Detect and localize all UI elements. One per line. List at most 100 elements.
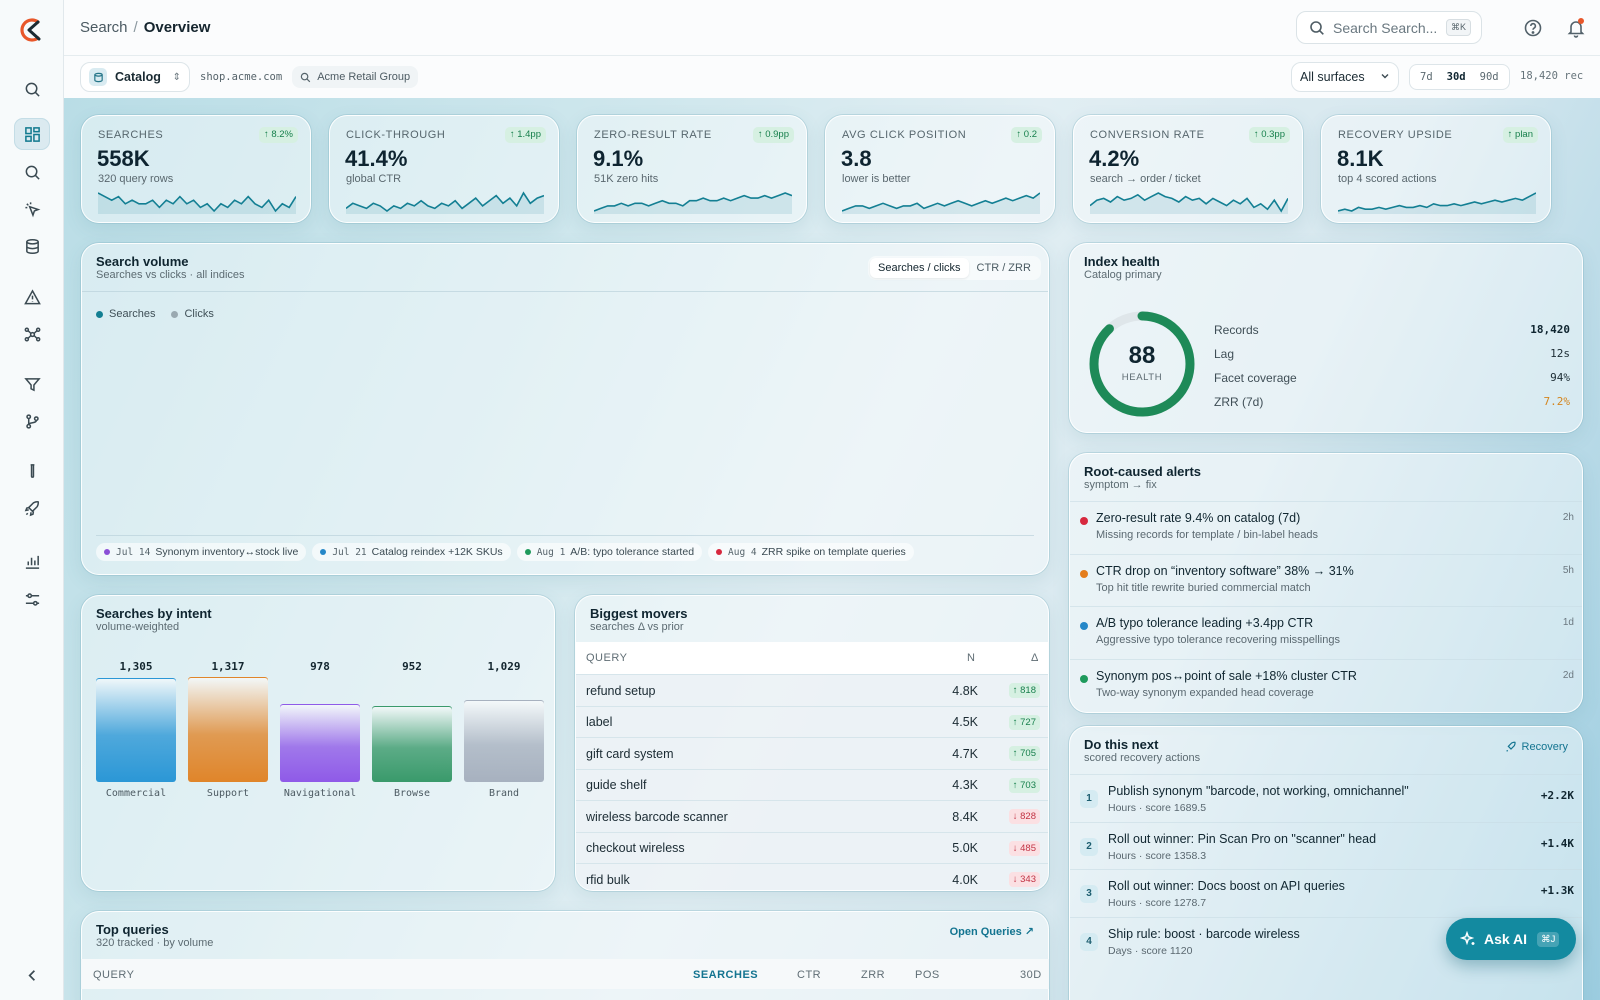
col-zrr[interactable]: ZRR — [861, 969, 886, 981]
action-meta: Hours · score 1689.5 — [1108, 802, 1207, 814]
intent-bar[interactable] — [464, 699, 544, 782]
sparkline-area — [1338, 193, 1536, 214]
alert-age: 2h — [1562, 512, 1574, 523]
alert-item[interactable]: Zero-result rate 9.4% on catalog (7d) Mis… — [1070, 501, 1582, 553]
col-delta: Δ — [1031, 652, 1039, 664]
alert-item[interactable]: A/B typo tolerance leading +3.4pp CTR Agg… — [1070, 606, 1582, 658]
query-text: gift card system — [586, 746, 674, 761]
index-selector[interactable]: Catalog ⇕ — [80, 62, 190, 92]
collapse-sidebar-icon[interactable] — [14, 959, 50, 991]
kpi-card[interactable]: RECOVERY UPSIDE ↑ plan 8.1K top 4 scored ac… — [1321, 115, 1551, 223]
intent-title: Searches by intent — [96, 606, 212, 621]
table-row[interactable]: label 4.5K ↑ 727 — [576, 705, 1048, 738]
nav-analytics-icon[interactable] — [14, 545, 50, 577]
sparkline-area — [346, 193, 544, 214]
nav-settings-sliders-icon[interactable] — [14, 583, 50, 615]
open-queries-link[interactable]: Open Queries ↗ — [949, 926, 1034, 938]
col-ctr[interactable]: CTR — [797, 969, 822, 981]
search-volume-subtitle: Searches vs clicks · all indices — [96, 269, 245, 281]
intent-value-label: 952 — [402, 660, 422, 673]
volume-legend: Searches Clicks — [96, 308, 214, 320]
ask-ai-button[interactable]: Ask AI ⌘J — [1446, 918, 1576, 960]
nav-search-icon[interactable] — [14, 73, 50, 105]
range-30d[interactable]: 30d — [1446, 71, 1466, 83]
table-row[interactable]: wireless barcode scanner 8.4K ↓ 828 — [576, 800, 1048, 832]
toggle-ctr-zrr[interactable]: CTR / ZRR — [976, 262, 1031, 274]
notification-dot — [1578, 18, 1584, 24]
help-icon[interactable] — [1522, 17, 1544, 39]
query-text: checkout wireless — [586, 841, 685, 855]
surface-select[interactable]: All surfaces — [1291, 62, 1399, 92]
intent-bar[interactable] — [372, 705, 452, 782]
table-row[interactable]: gift card system 4.7K ↑ 705 — [576, 737, 1048, 769]
action-item[interactable]: 3 Roll out winner: Docs boost on API quer… — [1070, 869, 1582, 917]
event-annotation[interactable]: Aug 1 A/B: typo tolerance started — [516, 543, 703, 561]
nav-rocket-icon[interactable] — [14, 492, 50, 524]
action-item[interactable]: 4 Ship rule: boost · barcode wireless Days… — [1070, 916, 1582, 965]
kpi-subtitle: search → order / ticket — [1090, 173, 1201, 185]
kpi-card[interactable]: CONVERSION RATE ↑ 0.3pp 4.2% search → order… — [1073, 115, 1303, 223]
movers-header: QUERY N Δ — [576, 642, 1048, 674]
breadcrumb-parent[interactable]: Search — [80, 19, 128, 36]
event-dot — [524, 549, 531, 555]
nav-overview-icon[interactable] — [14, 118, 50, 150]
kpi-subtitle: 320 query rows — [98, 173, 174, 185]
nav-queries-icon[interactable] — [14, 156, 50, 188]
action-upside: +1.4K — [1540, 836, 1574, 850]
toggle-searches-clicks[interactable]: Searches / clicks — [870, 258, 969, 278]
table-row[interactable]: checkout wireless 5.0K ↓ 485 — [576, 831, 1048, 864]
nav-graph-icon[interactable] — [14, 318, 50, 350]
col-searches[interactable]: SEARCHES — [693, 969, 759, 981]
col-pos[interactable]: POS — [915, 969, 940, 981]
kpi-card[interactable]: SEARCHES ↑ 8.2% 558K 320 query rows — [81, 115, 311, 223]
global-search-input[interactable]: Search Search... ⌘K — [1296, 11, 1482, 44]
alert-cause: Top hit title rewrite buried commercial … — [1096, 581, 1311, 594]
nav-database-icon[interactable] — [14, 230, 50, 262]
kpi-card[interactable]: AVG CLICK POSITION ↑ 0.2 3.8 lower is bette… — [825, 115, 1055, 223]
nav-test-tube-icon[interactable] — [14, 455, 50, 487]
table-row[interactable]: refund setup 4.8K ↑ 818 — [576, 674, 1048, 706]
action-meta: Days · score 1120 — [1108, 944, 1193, 957]
query-volume: 4.8K — [952, 683, 978, 698]
intent-category-label: Browse — [393, 788, 431, 799]
event-annotation[interactable]: Jul 21 Catalog reindex +12K SKUs — [312, 543, 511, 561]
nav-clicks-icon[interactable] — [14, 193, 50, 225]
action-rank: 4 — [1080, 932, 1098, 951]
recovery-link-label: Recovery — [1521, 741, 1568, 753]
nav-funnel-icon[interactable] — [14, 368, 50, 400]
nav-branch-icon[interactable] — [14, 405, 50, 437]
nav-alerts-icon[interactable] — [14, 281, 50, 313]
legend-clicks: Clicks — [184, 308, 214, 320]
event-label: A/B: typo tolerance started — [570, 546, 695, 558]
search-volume-title: Search volume — [96, 254, 189, 269]
sparkline-area — [842, 193, 1040, 214]
sparkline-line — [346, 191, 544, 212]
kpi-label: CLICK-THROUGH — [346, 129, 446, 141]
query-text: wireless barcode scanner — [586, 809, 728, 824]
action-item[interactable]: 1 Publish synonym "barcode, not working, … — [1070, 774, 1582, 822]
kpi-subtitle: top 4 scored actions — [1338, 173, 1437, 185]
event-annotation[interactable]: Aug 4 ZRR spike on template queries — [708, 543, 914, 561]
kpi-card[interactable]: CLICK-THROUGH ↑ 1.4pp 41.4% global CTR — [329, 115, 559, 223]
alert-item[interactable]: Synonym pos↔point of sale +18% cluster C… — [1070, 658, 1582, 711]
app-logo[interactable] — [18, 16, 46, 44]
range-7d[interactable]: 7d — [1420, 71, 1433, 83]
org-chip[interactable]: Acme Retail Group — [292, 66, 419, 88]
event-annotation[interactable]: Jul 14 Synonym inventory↔stock live — [96, 543, 307, 561]
alert-item[interactable]: CTR drop on “inventory software” 38% → 3… — [1070, 553, 1582, 606]
action-title: Ship rule: boost · barcode wireless — [1108, 926, 1300, 941]
kpi-value: 9.1% — [593, 146, 644, 171]
movers-rows: refund setup 4.8K ↑ 818 label 4.5K ↑ 727 gift … — [576, 674, 1048, 890]
intent-bar[interactable] — [188, 676, 268, 782]
kpi-label: SEARCHES — [98, 129, 164, 141]
recovery-link[interactable]: Recovery — [1505, 741, 1568, 753]
intent-bar[interactable] — [96, 677, 176, 782]
action-item[interactable]: 2 Roll out winner: Pin Scan Pro on "scann… — [1070, 821, 1582, 870]
table-row[interactable]: guide shelf 4.3K ↑ 703 — [576, 768, 1048, 801]
kpi-card[interactable]: ZERO-RESULT RATE ↑ 0.9pp 9.1% 51K zero hits — [577, 115, 807, 223]
table-row[interactable]: rfid bulk 4.0K ↓ 343 — [576, 863, 1048, 890]
query-text: rfid bulk — [586, 872, 630, 887]
intent-bar[interactable] — [280, 703, 360, 782]
range-90d[interactable]: 90d — [1479, 71, 1499, 83]
index-health-card: Index health Catalog primary 88 HEALTH R… — [1069, 243, 1583, 433]
